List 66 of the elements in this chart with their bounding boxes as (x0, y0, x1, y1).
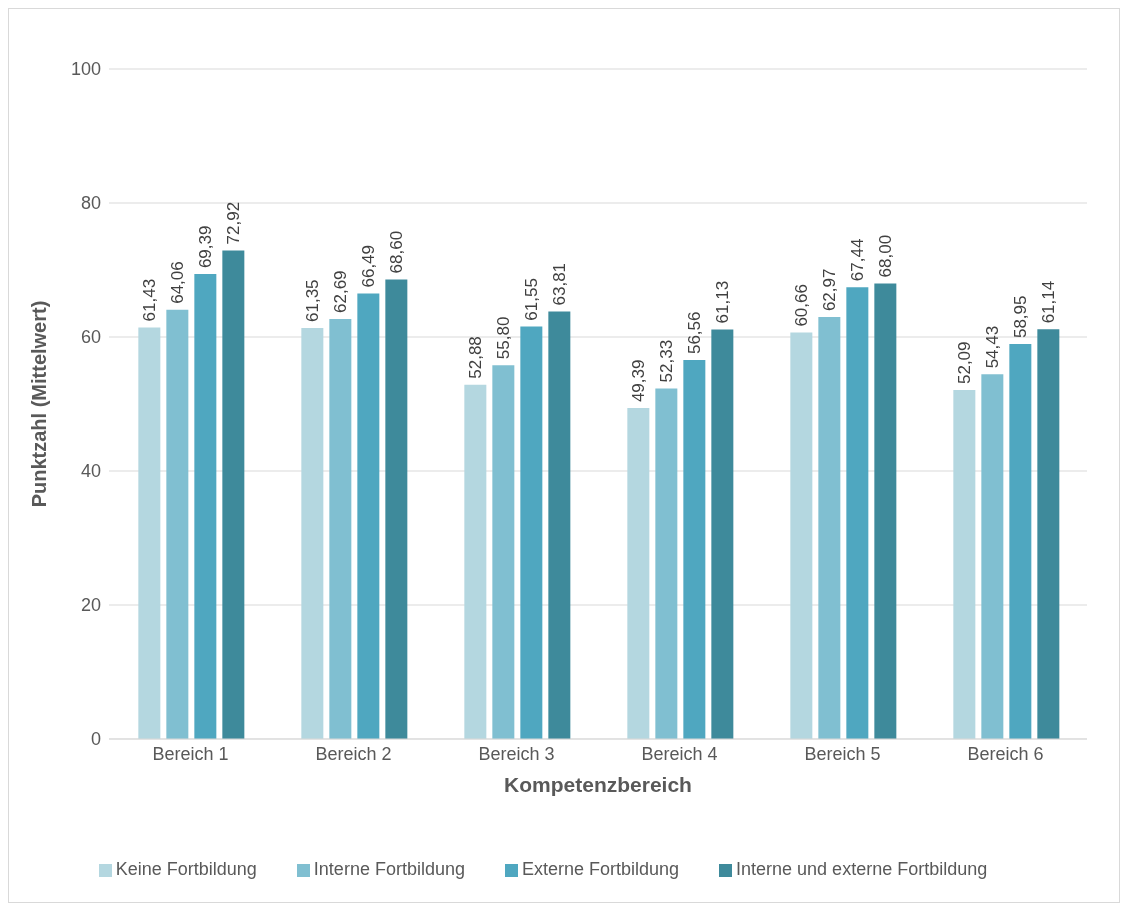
x-tick-label: Bereich 3 (478, 743, 555, 764)
x-tick-label: Bereich 2 (315, 743, 392, 764)
data-label: 52,88 (465, 336, 485, 379)
data-label: 67,44 (847, 238, 867, 282)
y-tick-label: 20 (80, 595, 101, 616)
data-label: 55,80 (493, 316, 513, 360)
bar (385, 279, 408, 739)
data-label: 61,55 (521, 278, 541, 321)
data-label: 58,95 (1010, 295, 1030, 339)
data-label: 72,92 (223, 201, 243, 245)
bar (683, 360, 706, 739)
y-tick-label: 100 (70, 59, 101, 80)
data-label: 64,06 (167, 261, 187, 304)
bar (711, 329, 734, 739)
data-label: 54,43 (982, 325, 1002, 369)
data-label: 63,81 (549, 262, 569, 306)
bar (301, 327, 324, 739)
bar (548, 311, 571, 739)
bar (492, 365, 515, 739)
legend-label: Interne und externe Fortbildung (736, 859, 988, 879)
data-label: 62,97 (819, 268, 839, 312)
bar (874, 283, 897, 739)
bar (357, 293, 380, 739)
data-label: 56,56 (684, 311, 704, 355)
bar (222, 250, 245, 739)
legend-label: Interne Fortbildung (313, 859, 465, 879)
bar (138, 327, 161, 739)
bar (329, 318, 352, 739)
x-tick-label: Bereich 6 (967, 743, 1044, 764)
y-tick-label: 40 (80, 461, 101, 482)
bar (627, 408, 650, 739)
data-label: 60,66 (791, 284, 811, 327)
bar (846, 287, 869, 739)
data-label: 69,39 (195, 225, 215, 269)
bar (818, 317, 841, 739)
x-tick-label: Bereich 5 (804, 743, 881, 764)
bar (953, 390, 976, 739)
data-label: 68,00 (875, 234, 895, 278)
bar (464, 384, 487, 739)
bar (1009, 344, 1032, 739)
legend-label: Externe Fortbildung (521, 859, 680, 879)
x-tick-label: Bereich 1 (152, 743, 229, 764)
y-tick-label: 0 (90, 729, 101, 750)
data-label: 52,33 (656, 339, 676, 383)
data-label: 61,14 (1038, 280, 1058, 324)
data-label: 49,39 (628, 359, 648, 403)
bar (520, 326, 543, 739)
data-label: 61,35 (302, 279, 322, 322)
data-label: 68,60 (386, 230, 406, 274)
x-tick-label: Bereich 4 (641, 743, 718, 764)
data-label: 52,09 (954, 341, 974, 384)
data-label: 62,69 (330, 270, 350, 313)
data-label: 61,43 (139, 278, 159, 322)
bar (194, 274, 217, 739)
bar (166, 309, 189, 739)
y-tick-label: 80 (80, 193, 101, 214)
y-axis-title: Punktzahl (Mittelwert) (28, 300, 51, 508)
x-axis-title: Kompetenzbereich (504, 772, 692, 796)
bar (1037, 329, 1060, 739)
data-label: 66,49 (358, 244, 378, 288)
bar (655, 388, 678, 739)
data-label: 61,13 (712, 280, 732, 324)
bar (790, 332, 813, 739)
legend-label: Keine Fortbildung (115, 859, 257, 879)
bar (981, 374, 1004, 739)
y-tick-label: 60 (80, 327, 101, 348)
